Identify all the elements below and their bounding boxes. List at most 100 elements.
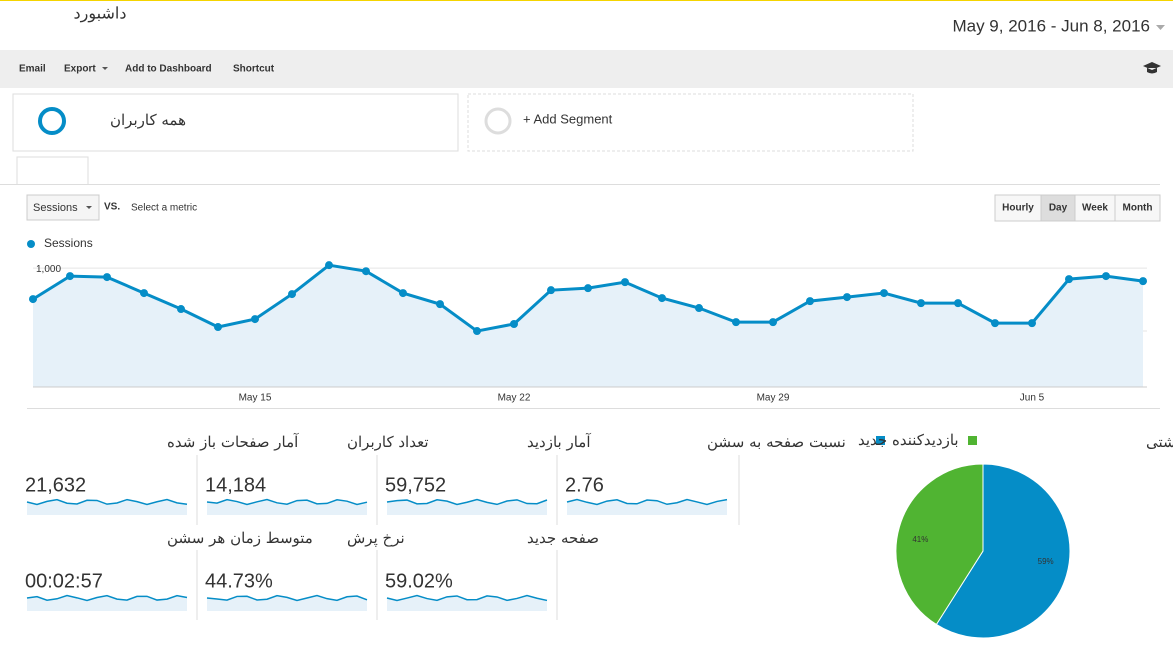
legend-dot bbox=[27, 240, 35, 248]
data-point bbox=[1139, 277, 1147, 286]
toolbar-item[interactable]: Shortcut bbox=[233, 64, 275, 75]
sparkline bbox=[386, 594, 548, 602]
metric-label[interactable]: Sessions bbox=[33, 202, 78, 214]
dropdown-arrow bbox=[86, 206, 92, 209]
tab[interactable] bbox=[16, 156, 89, 184]
data-point bbox=[695, 304, 703, 313]
data-point bbox=[880, 289, 888, 298]
metric-label: نرخ پرش bbox=[347, 529, 405, 547]
metric-value: 59,752 bbox=[385, 474, 446, 496]
interval-button[interactable] bbox=[994, 194, 1042, 222]
data-point bbox=[140, 289, 148, 298]
vs-label: VS. bbox=[104, 202, 120, 213]
data-point bbox=[251, 315, 259, 324]
metric-dropdown[interactable] bbox=[26, 194, 100, 221]
data-point bbox=[917, 299, 925, 308]
metric-value: 21,632 bbox=[25, 474, 86, 496]
data-point bbox=[991, 319, 999, 328]
data-point bbox=[843, 293, 851, 302]
interval-label[interactable]: Week bbox=[1082, 203, 1108, 214]
interval-label[interactable]: Day bbox=[1049, 203, 1068, 214]
pie-label: 59% bbox=[1038, 557, 1054, 566]
pie-label: 41% bbox=[912, 535, 928, 544]
data-point bbox=[214, 323, 222, 332]
x-tick-label: May 15 bbox=[239, 393, 272, 404]
interval-button[interactable] bbox=[1074, 194, 1116, 222]
data-point bbox=[1102, 272, 1110, 281]
metric-label: آمار صفحات باز شده bbox=[167, 433, 299, 451]
data-point bbox=[732, 318, 740, 327]
metric-value: 44.73% bbox=[205, 570, 273, 592]
interval-button[interactable] bbox=[1040, 194, 1076, 222]
data-point bbox=[658, 294, 666, 303]
date-range[interactable]: May 9, 2016 - Jun 8, 2016 bbox=[952, 16, 1150, 35]
page-title: داشبورد bbox=[74, 4, 127, 23]
sparkline bbox=[26, 594, 188, 602]
metric-value: 00:02:57 bbox=[25, 570, 103, 592]
segment-ring bbox=[38, 107, 66, 135]
sparkline-area bbox=[207, 499, 367, 515]
date-dropdown-arrow[interactable] bbox=[1156, 25, 1165, 30]
pie-slice bbox=[935, 463, 1071, 639]
x-tick-label: Jun 5 bbox=[1020, 393, 1045, 404]
sparkline-area bbox=[387, 595, 547, 611]
toolbar-item[interactable]: Export bbox=[64, 64, 96, 75]
y-tick-label: 1,000 bbox=[36, 264, 61, 275]
sparkline-area bbox=[27, 595, 187, 611]
sparkline bbox=[206, 498, 368, 506]
sparkline-area bbox=[387, 499, 547, 515]
metric-label: تعداد کاربران bbox=[347, 433, 429, 451]
metric-label: آمار بازدید bbox=[527, 433, 591, 451]
data-point bbox=[436, 300, 444, 309]
add-segment-label[interactable]: + Add Segment bbox=[523, 111, 613, 126]
data-point bbox=[769, 318, 777, 327]
data-point bbox=[806, 297, 814, 306]
metric-label: متوسط زمان هر سشن bbox=[167, 529, 313, 547]
interval-label[interactable]: Hourly bbox=[1002, 203, 1034, 214]
legend-swatch bbox=[876, 436, 885, 445]
interval-button[interactable] bbox=[1114, 194, 1161, 222]
sparkline-area bbox=[27, 499, 187, 515]
legend-label: بازدیدکننده برگشتی bbox=[1146, 433, 1173, 451]
legend-label: بازدیدکننده جدید bbox=[858, 431, 959, 449]
data-point bbox=[66, 272, 74, 281]
data-point bbox=[1065, 275, 1073, 284]
data-point bbox=[399, 289, 407, 298]
data-point bbox=[1028, 319, 1036, 328]
segment-label[interactable]: همه کاربران bbox=[110, 111, 186, 129]
help-icon[interactable] bbox=[1143, 62, 1161, 74]
data-point bbox=[510, 320, 518, 329]
x-tick-label: May 29 bbox=[757, 393, 790, 404]
segment-box[interactable] bbox=[12, 93, 459, 152]
data-point bbox=[288, 290, 296, 299]
export-arrow bbox=[102, 67, 108, 70]
data-point bbox=[362, 267, 370, 276]
sparkline bbox=[26, 498, 188, 506]
toolbar-item[interactable]: Email bbox=[19, 64, 46, 75]
legend-swatch bbox=[968, 436, 977, 445]
data-point bbox=[584, 284, 592, 293]
data-point bbox=[954, 299, 962, 308]
metric-label: نسبت صفحه به سشن bbox=[707, 433, 846, 451]
metric-label: صفحه جدید bbox=[527, 529, 599, 547]
data-point bbox=[621, 278, 629, 287]
sparkline bbox=[206, 594, 368, 602]
select-metric-link[interactable]: Select a metric bbox=[131, 203, 197, 214]
metric-value: 59.02% bbox=[385, 570, 453, 592]
toolbar bbox=[0, 50, 1173, 88]
sparkline bbox=[566, 498, 728, 506]
interval-label[interactable]: Month bbox=[1123, 203, 1153, 214]
add-segment-box[interactable] bbox=[467, 93, 914, 152]
data-point bbox=[473, 327, 481, 336]
metric-value: 2.76 bbox=[565, 474, 604, 496]
legend-label: Sessions bbox=[44, 236, 93, 250]
toolbar-item[interactable]: Add to Dashboard bbox=[125, 64, 212, 75]
pie-slice bbox=[895, 463, 984, 626]
sparkline-area bbox=[567, 499, 727, 515]
data-point bbox=[547, 286, 555, 295]
data-point bbox=[325, 261, 333, 270]
data-point bbox=[177, 305, 185, 314]
data-point bbox=[29, 295, 37, 304]
metric-value: 14,184 bbox=[205, 474, 266, 496]
